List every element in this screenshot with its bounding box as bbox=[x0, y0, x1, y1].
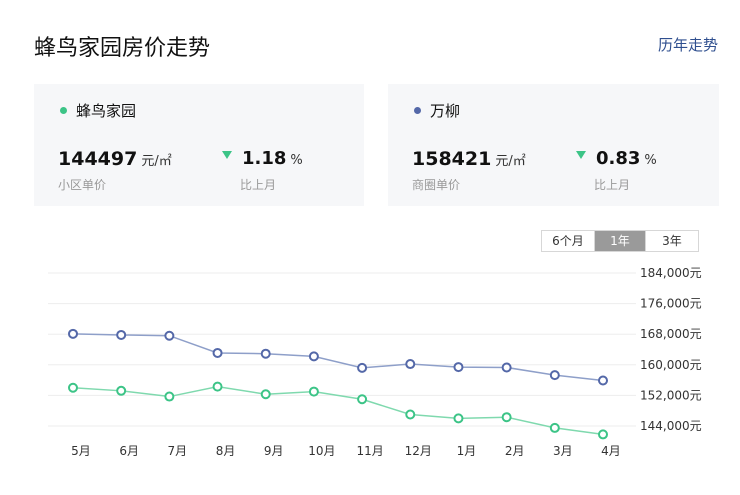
data-point[interactable] bbox=[212, 347, 223, 358]
x-tick-label: 7月 bbox=[168, 444, 188, 458]
district-price: 158421 bbox=[412, 148, 492, 170]
district-price-card: 万柳 158421 元/㎡ 商圈单价 0.83 % 比上月 bbox=[388, 84, 719, 206]
period-tabs: 6个月 1年 3年 bbox=[541, 230, 699, 252]
down-triangle-icon bbox=[222, 151, 232, 159]
data-point[interactable] bbox=[116, 385, 127, 396]
data-point[interactable] bbox=[68, 382, 78, 393]
district-change-value: 0.83 bbox=[596, 148, 641, 169]
data-point[interactable] bbox=[164, 391, 175, 402]
x-tick-label: 1月 bbox=[457, 444, 477, 458]
community-price-card: 蜂鸟家园 144497 元/㎡ 小区单价 1.18 % 比上月 bbox=[34, 84, 364, 206]
x-tick-label: 2月 bbox=[505, 444, 525, 458]
tab-3-years[interactable]: 3年 bbox=[645, 231, 698, 251]
y-tick-label: 144,000元 bbox=[640, 419, 702, 433]
price-unit: 元/㎡ bbox=[141, 154, 172, 169]
data-point[interactable] bbox=[260, 348, 271, 359]
data-point[interactable] bbox=[116, 329, 127, 340]
data-point[interactable] bbox=[598, 429, 608, 440]
data-point[interactable] bbox=[308, 351, 319, 362]
data-point[interactable] bbox=[501, 362, 512, 373]
data-point[interactable] bbox=[357, 394, 368, 405]
data-point[interactable] bbox=[549, 422, 560, 433]
community-name: 蜂鸟家园 bbox=[76, 102, 137, 120]
tab-1-year[interactable]: 1年 bbox=[594, 231, 645, 251]
data-point[interactable] bbox=[405, 359, 416, 370]
district-change-label: 比上月 bbox=[594, 178, 631, 192]
y-tick-label: 176,000元 bbox=[640, 297, 702, 311]
x-tick-label: 9月 bbox=[264, 444, 284, 458]
price-unit: 元/㎡ bbox=[495, 154, 526, 169]
data-point[interactable] bbox=[260, 389, 271, 400]
data-point[interactable] bbox=[164, 330, 175, 341]
data-point[interactable] bbox=[598, 375, 608, 386]
data-point[interactable] bbox=[308, 386, 319, 397]
data-point[interactable] bbox=[453, 362, 464, 373]
y-tick-label: 184,000元 bbox=[640, 266, 702, 280]
history-trend-link[interactable]: 历年走势 bbox=[657, 36, 718, 54]
x-tick-label: 3月 bbox=[553, 444, 573, 458]
data-point[interactable] bbox=[549, 370, 560, 381]
community-price: 144497 bbox=[58, 148, 138, 170]
x-tick-label: 8月 bbox=[216, 444, 236, 458]
district-name: 万柳 bbox=[430, 102, 461, 120]
data-point[interactable] bbox=[68, 328, 78, 339]
community-change-value: 1.18 bbox=[242, 148, 287, 169]
green-dot-icon bbox=[60, 107, 67, 114]
series-line-0 bbox=[72, 333, 604, 382]
data-point[interactable] bbox=[501, 412, 512, 423]
community-change-label: 比上月 bbox=[240, 178, 277, 192]
x-tick-label: 11月 bbox=[356, 444, 383, 458]
x-tick-label: 10月 bbox=[308, 444, 335, 458]
y-tick-label: 168,000元 bbox=[640, 327, 702, 341]
x-tick-label: 4月 bbox=[601, 444, 621, 458]
x-tick-label: 12月 bbox=[405, 444, 432, 458]
series-line-1 bbox=[72, 385, 604, 436]
blue-dot-icon bbox=[414, 107, 421, 114]
down-triangle-icon bbox=[576, 151, 586, 159]
x-tick-label: 5月 bbox=[71, 444, 91, 458]
page-title: 蜂鸟家园房价走势 bbox=[34, 36, 211, 61]
data-point[interactable] bbox=[453, 413, 464, 424]
price-trend-chart: 184,000元 176,000元 168,000元 160,000元 152,000元… bbox=[48, 266, 702, 458]
community-price-label: 小区单价 bbox=[58, 178, 107, 192]
data-point[interactable] bbox=[405, 409, 416, 420]
tab-6-months[interactable]: 6个月 bbox=[542, 231, 594, 251]
y-tick-label: 152,000元 bbox=[640, 388, 702, 402]
percent-sign: % bbox=[644, 153, 657, 168]
x-tick-label: 6月 bbox=[119, 444, 139, 458]
percent-sign: % bbox=[290, 153, 303, 168]
data-point[interactable] bbox=[212, 381, 223, 392]
district-price-label: 商圈单价 bbox=[412, 178, 461, 192]
data-point[interactable] bbox=[357, 362, 368, 373]
y-tick-label: 160,000元 bbox=[640, 358, 702, 372]
